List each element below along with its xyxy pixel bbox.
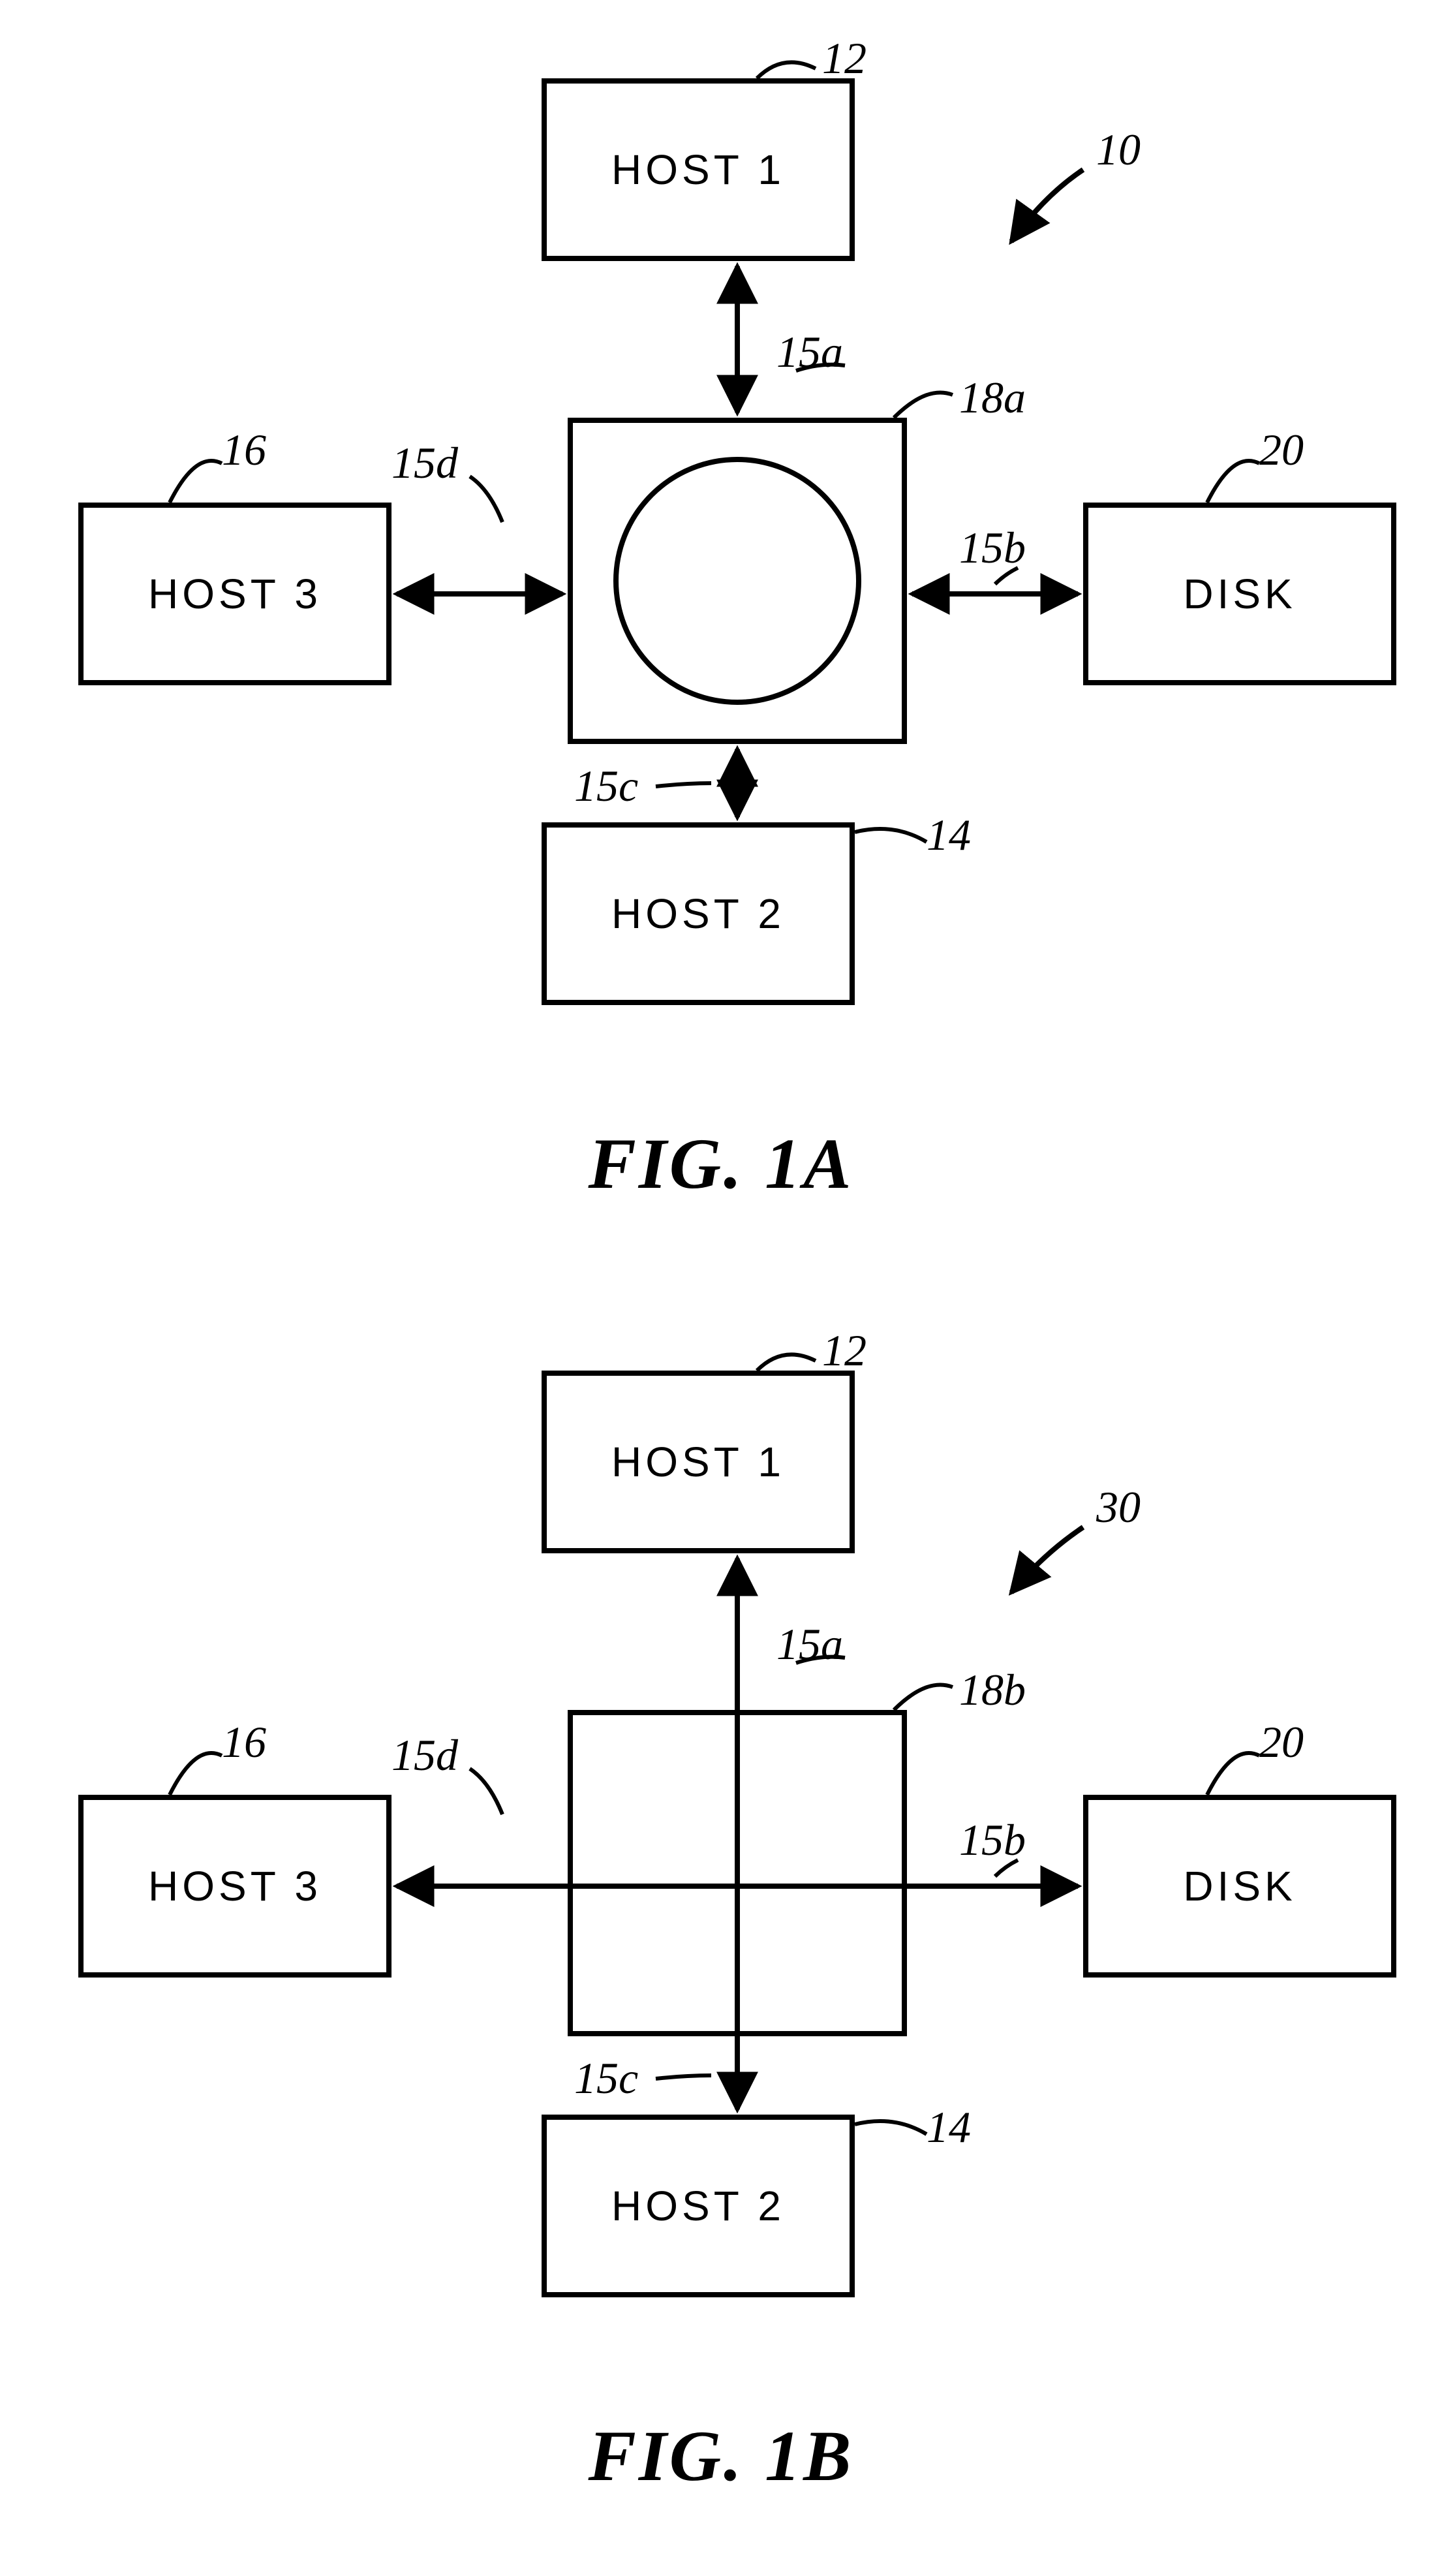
ref-12-b: 12 (822, 1325, 867, 1376)
ref-14-b: 14 (927, 2102, 971, 2153)
ref-15b: 15b (959, 522, 1026, 574)
ref-18a: 18a (959, 372, 1026, 424)
ref-15b-b: 15b (959, 1814, 1026, 1866)
host1-box-b: HOST 1 (542, 1371, 855, 1553)
ref-12: 12 (822, 33, 867, 84)
host3-box-b: HOST 3 (78, 1795, 391, 1978)
figure-b: HOST 1 HOST 2 HOST 3 DISK 12 14 16 20 18… (0, 1292, 1442, 2532)
figure-a: HOST 1 HOST 2 HOST 3 DISK 12 14 16 20 18… (0, 0, 1442, 1240)
host3-label: HOST 3 (148, 570, 322, 618)
host2-box-b: HOST 2 (542, 2115, 855, 2297)
disk-box: DISK (1083, 503, 1396, 685)
center-crossbar-box (568, 1710, 907, 2036)
disk-label-b: DISK (1183, 1862, 1296, 1910)
fig-b-caption: FIG. 1B (0, 2415, 1442, 2498)
host3-label-b: HOST 3 (148, 1862, 322, 1910)
ref-15c-b: 15c (574, 2053, 638, 2104)
host2-box: HOST 2 (542, 822, 855, 1005)
ref-30: 30 (1096, 1482, 1141, 1533)
ref-15d: 15d (391, 437, 458, 489)
disk-box-b: DISK (1083, 1795, 1396, 1978)
ref-15a: 15a (776, 326, 843, 378)
ref-16-b: 16 (222, 1716, 266, 1768)
ref-16: 16 (222, 424, 266, 476)
host3-box: HOST 3 (78, 503, 391, 685)
host1-label-b: HOST 1 (611, 1438, 785, 1486)
ref-20-b: 20 (1259, 1716, 1304, 1768)
ref-15d-b: 15d (391, 1730, 458, 1781)
fig-a-caption: FIG. 1A (0, 1123, 1442, 1205)
ref-10: 10 (1096, 124, 1141, 176)
ref-18b: 18b (959, 1664, 1026, 1716)
ref-14: 14 (927, 809, 971, 861)
host1-box: HOST 1 (542, 78, 855, 261)
ref-15c: 15c (574, 760, 638, 812)
center-hub-circle (613, 457, 861, 705)
ref-15a-b: 15a (776, 1619, 843, 1670)
host1-label: HOST 1 (611, 146, 785, 194)
ref-20: 20 (1259, 424, 1304, 476)
host2-label: HOST 2 (611, 890, 785, 938)
host2-label-b: HOST 2 (611, 2182, 785, 2230)
disk-label: DISK (1183, 570, 1296, 618)
